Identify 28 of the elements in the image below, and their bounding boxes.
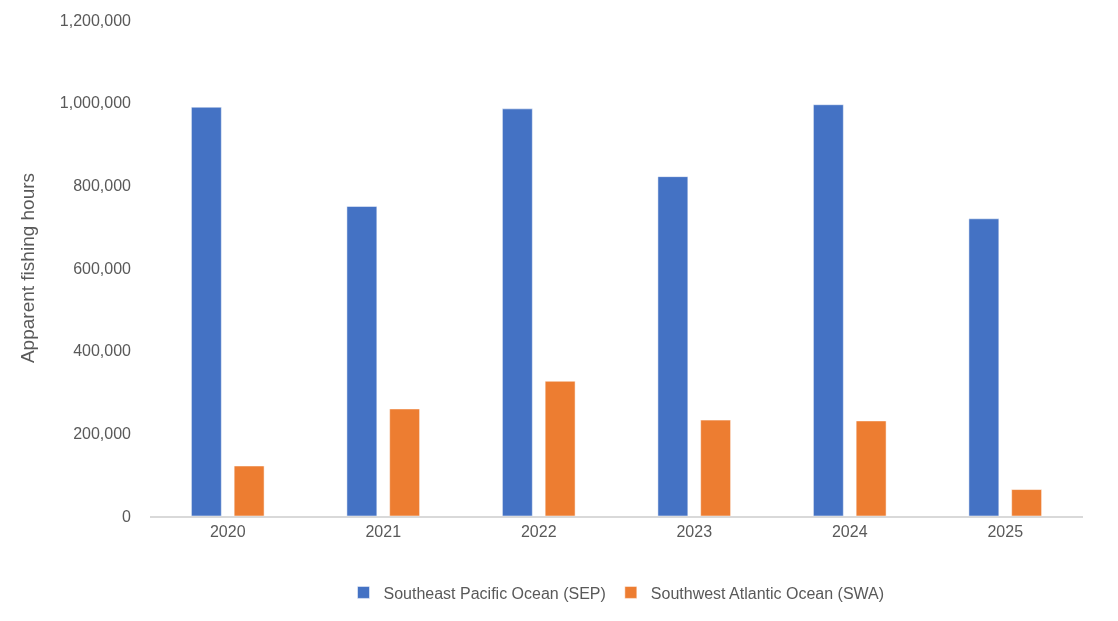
- x-tick-label: 2025: [987, 522, 1024, 540]
- bar: [544, 380, 576, 516]
- bar: [389, 408, 421, 516]
- x-tick-label: 2024: [831, 522, 868, 540]
- y-tick-label: 1,000,000: [59, 94, 132, 112]
- y-tick-label: 200,000: [73, 424, 132, 442]
- x-tick-label: 2022: [520, 522, 557, 540]
- bar: [233, 465, 265, 516]
- y-tick-label: 600,000: [73, 259, 132, 277]
- bar: [657, 176, 689, 516]
- bar: [501, 108, 533, 516]
- bar: [1011, 489, 1043, 516]
- bar: [700, 419, 732, 516]
- legend-label: Southeast Pacific Ocean (SEP): [383, 584, 606, 602]
- y-tick-label: 1,200,000: [59, 11, 132, 29]
- bar: [855, 420, 887, 516]
- bar: [346, 205, 378, 516]
- y-tick-label: 800,000: [73, 176, 132, 194]
- y-tick-label: 400,000: [73, 342, 132, 360]
- x-tick-label: 2020: [209, 522, 246, 540]
- x-tick-label: 2023: [676, 522, 713, 540]
- bar: [968, 218, 1000, 516]
- y-tick-label: 0: [122, 507, 132, 525]
- bar: [190, 106, 222, 516]
- y-axis-title: Apparent fishing hours: [16, 172, 38, 364]
- legend-label: Southwest Atlantic Ocean (SWA): [650, 584, 885, 602]
- x-tick-label: 2021: [365, 522, 402, 540]
- bar: [812, 104, 844, 516]
